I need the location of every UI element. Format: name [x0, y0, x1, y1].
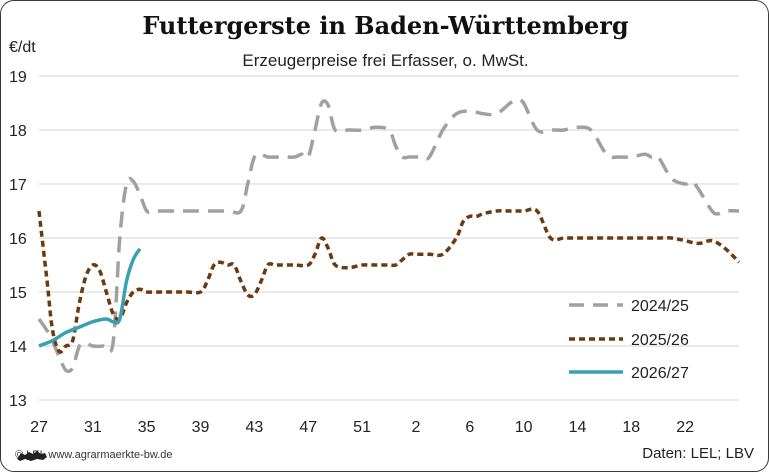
x-tick-label: 6 — [465, 419, 474, 436]
y-tick-label: 13 — [9, 393, 27, 410]
x-tick-label: 27 — [30, 419, 48, 436]
series-line-2024-25 — [37, 98, 740, 374]
x-tick-label: 2 — [411, 419, 420, 436]
y-axis-unit: €/dt — [9, 39, 36, 56]
legend-label-2025-26: 2025/26 — [631, 332, 689, 349]
x-tick-label: 39 — [192, 419, 210, 436]
x-tick-label: 22 — [676, 419, 694, 436]
data-source: Daten: LEL; LBV — [642, 445, 754, 462]
y-tick-label: 15 — [9, 285, 27, 302]
copyright-text: © LEL www.agrarmaerkte-bw.de — [15, 449, 173, 461]
y-tick-label: 19 — [9, 69, 27, 86]
x-tick-label: 18 — [622, 419, 640, 436]
x-tick-label: 31 — [84, 419, 102, 436]
y-tick-label: 18 — [9, 123, 27, 140]
series-line-2026-27 — [38, 247, 142, 348]
x-tick-label: 47 — [299, 419, 317, 436]
legend-label-2026-27: 2026/27 — [631, 365, 689, 382]
y-tick-label: 16 — [9, 231, 27, 248]
x-tick-label: 14 — [569, 419, 587, 436]
lion-logo-icon — [17, 451, 47, 461]
legend-label-2024-25: 2024/25 — [631, 298, 689, 315]
chart-subtitle: Erzeugerpreise frei Erfasser, o. MwSt. — [242, 51, 529, 70]
x-tick-label: 43 — [245, 419, 263, 436]
footer-copyright: © LEL www.agrarmaerkte-bw.de — [15, 449, 173, 461]
x-tick-label: 51 — [353, 419, 371, 436]
y-tick-label: 14 — [9, 339, 27, 356]
x-tick-label: 10 — [515, 419, 533, 436]
x-tick-label: 35 — [138, 419, 156, 436]
series-line-2025-26 — [37, 207, 741, 354]
y-tick-label: 17 — [9, 177, 27, 194]
chart-title: Futtergerste in Baden-Württemberg — [142, 11, 629, 40]
